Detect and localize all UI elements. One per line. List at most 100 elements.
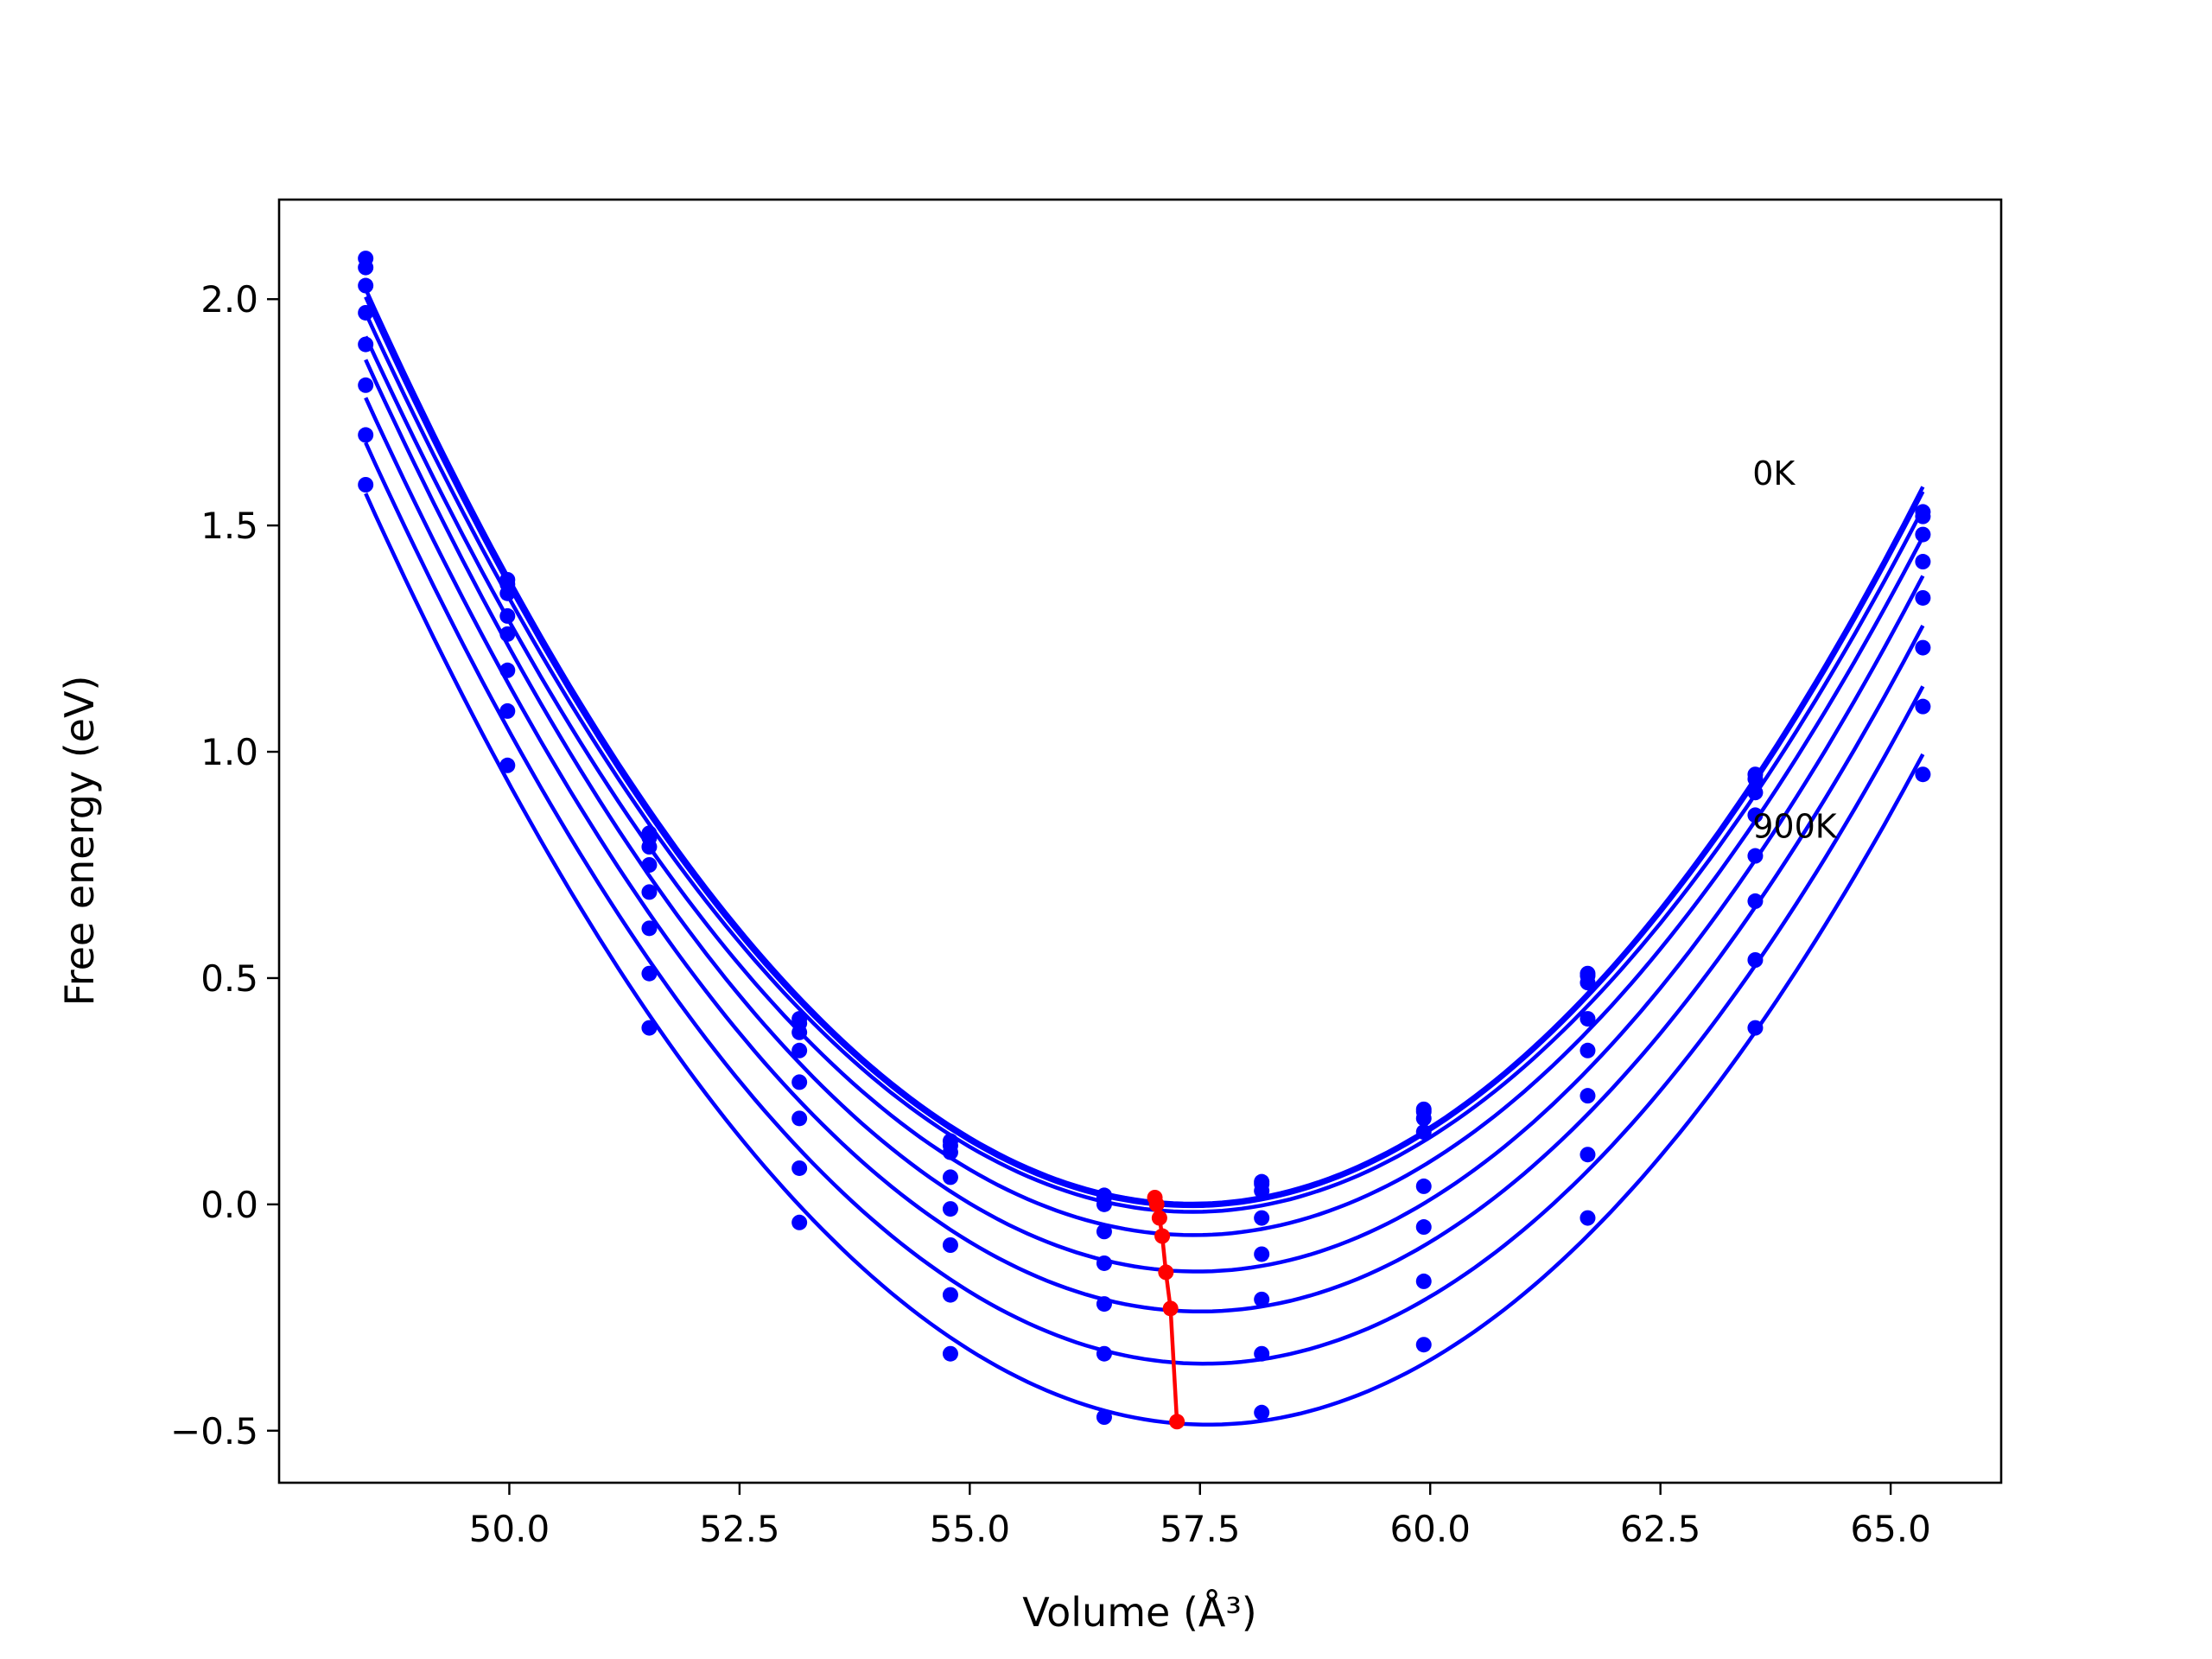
minimum-point: [1162, 1300, 1179, 1317]
curve-data-point: [1747, 893, 1764, 909]
curve-data-point: [1254, 1183, 1270, 1199]
curve-data-point: [1580, 1011, 1596, 1027]
curve-data-point: [942, 1237, 958, 1253]
curve-data-point: [1254, 1291, 1270, 1307]
curve-data-point: [499, 626, 516, 642]
curve-data-point: [1254, 1345, 1270, 1362]
curve-data-point: [1747, 785, 1764, 801]
curve-data-point: [1747, 848, 1764, 864]
y-tick-label: 0.5: [200, 957, 258, 1000]
curve-data-point: [1254, 1246, 1270, 1262]
curve-data-point: [791, 1024, 808, 1040]
free-energy-curve: [364, 359, 1925, 1274]
free-energy-curve: [364, 296, 1925, 1209]
curves-layer: [364, 288, 1925, 1427]
curve-data-point: [1580, 1042, 1596, 1058]
x-tick-label: 52.5: [699, 1508, 780, 1550]
free-energy-curve: [364, 335, 1925, 1237]
curve-data-point: [1415, 1273, 1432, 1289]
temperature-annotation: 900K: [1752, 808, 1838, 846]
x-tick-label: 60.0: [1389, 1508, 1471, 1550]
curve-data-point: [358, 259, 374, 276]
curve-data-point: [791, 1110, 808, 1127]
curve-data-point: [791, 1074, 808, 1090]
markers-layer: [358, 251, 1931, 1426]
curve-data-point: [1915, 698, 1931, 715]
curve-data-point: [1096, 1409, 1112, 1426]
curve-data-point: [641, 965, 658, 982]
curve-data-point: [1415, 1337, 1432, 1353]
x-tick-label: 55.0: [930, 1508, 1011, 1550]
curve-data-point: [942, 1144, 958, 1160]
curve-data-point: [1915, 766, 1931, 783]
annotations-layer: 0K 900K: [1752, 454, 1838, 846]
curve-data-point: [1580, 975, 1596, 991]
curve-data-point: [1915, 554, 1931, 570]
curve-data-point: [1580, 1210, 1596, 1226]
curve-data-point: [641, 884, 658, 900]
curve-data-point: [1415, 1178, 1432, 1194]
y-tick-label: 2.0: [200, 278, 258, 321]
free-energy-curve: [364, 397, 1925, 1314]
free-energy-curve: [364, 288, 1925, 1206]
curve-data-point: [1747, 771, 1764, 787]
curve-data-point: [1747, 1020, 1764, 1036]
curve-data-point: [1096, 1345, 1112, 1362]
curve-data-point: [641, 1020, 658, 1036]
curve-data-point: [1096, 1224, 1112, 1240]
minimum-point: [1148, 1196, 1165, 1212]
curve-data-point: [358, 304, 374, 321]
curve-data-point: [358, 277, 374, 294]
curve-data-point: [499, 702, 516, 719]
x-tick-label: 57.5: [1160, 1508, 1241, 1550]
x-tick-label: 62.5: [1620, 1508, 1701, 1550]
y-tick-label: 1.5: [200, 505, 258, 547]
minima-layer: [1147, 1190, 1185, 1430]
free-energy-curve: [364, 312, 1925, 1214]
x-tick-label: 50.0: [469, 1508, 550, 1550]
curve-data-point: [1747, 952, 1764, 968]
curve-data-point: [358, 336, 374, 353]
curve-data-point: [499, 607, 516, 624]
free-energy-curve: [364, 442, 1925, 1366]
minimum-point: [1151, 1210, 1167, 1226]
plot-frame: [277, 198, 2003, 1484]
curve-data-point: [1747, 807, 1764, 823]
curve-data-point: [1096, 1255, 1112, 1271]
minimum-point: [1169, 1414, 1185, 1430]
y-axis-label: Free energy (eV): [56, 676, 103, 1007]
x-tick-label: 65.0: [1850, 1508, 1931, 1550]
curve-data-point: [791, 1160, 808, 1176]
curve-data-point: [1415, 1124, 1432, 1141]
curve-data-point: [942, 1287, 958, 1303]
curve-data-point: [499, 757, 516, 773]
curve-data-point: [791, 1214, 808, 1230]
y-axis-ticks: −0.5 0.0 0.5 1.0 1.5 2.0: [170, 278, 279, 1452]
curve-data-point: [358, 377, 374, 393]
curve-data-point: [1580, 1088, 1596, 1104]
curve-data-point: [942, 1201, 958, 1217]
curve-data-point: [499, 585, 516, 601]
curve-data-point: [499, 662, 516, 678]
y-tick-label: 0.0: [200, 1184, 258, 1226]
curve-data-point: [1254, 1404, 1270, 1421]
curve-data-point: [358, 477, 374, 493]
temperature-annotation: 0K: [1752, 454, 1796, 493]
curve-data-point: [1580, 1147, 1596, 1163]
free-energy-curve: [364, 493, 1925, 1427]
y-tick-label: 1.0: [200, 731, 258, 773]
curve-data-point: [1915, 508, 1931, 524]
curve-data-point: [1096, 1196, 1112, 1212]
curve-data-point: [358, 427, 374, 443]
curve-data-point: [1096, 1296, 1112, 1313]
curve-data-point: [1254, 1210, 1270, 1226]
minimum-point: [1154, 1228, 1171, 1244]
curve-data-point: [1915, 526, 1931, 543]
curve-data-point: [641, 857, 658, 873]
curve-data-point: [641, 920, 658, 937]
curve-data-point: [791, 1042, 808, 1058]
x-axis-ticks: 50.0 52.5 55.0 57.5 60.0 62.5 65.0: [469, 1483, 1931, 1550]
curve-data-point: [1915, 589, 1931, 606]
x-axis-label: Volume (Å³): [1022, 1589, 1257, 1636]
